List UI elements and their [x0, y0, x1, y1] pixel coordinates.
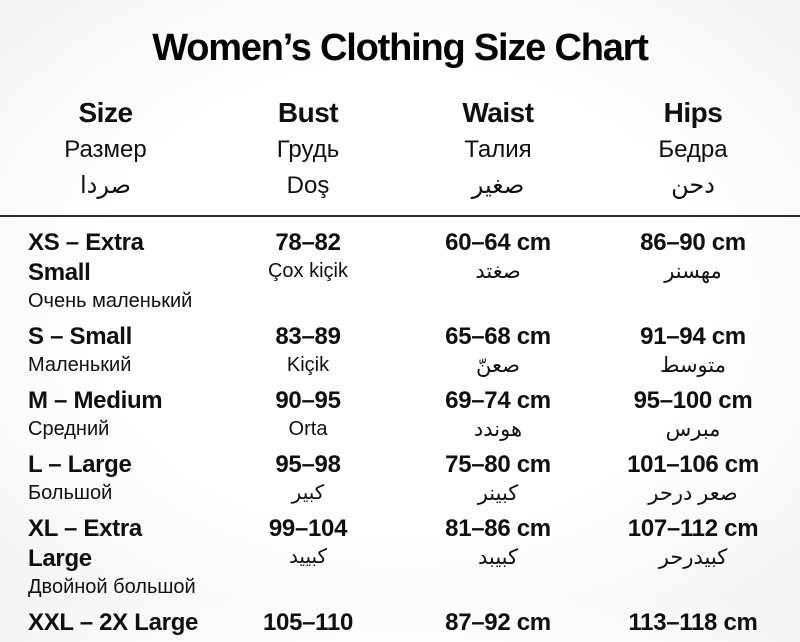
- bust-cell: 95–98 كبير: [208, 450, 408, 507]
- bust-cell: 105–110: [208, 608, 408, 638]
- waist-cell: 60–64 cm صغتد: [408, 228, 588, 315]
- column-header-bust: Bust Грудь Doş: [208, 94, 408, 204]
- size-cell: S – Small Маленький: [3, 322, 208, 379]
- bust-value: 95–98: [275, 451, 341, 478]
- hips-value: 107–112 cm: [627, 515, 759, 542]
- size-value: XL – Extra Large: [28, 515, 142, 572]
- waist-value: 69–74 cm: [445, 387, 551, 414]
- table-header-row: Size Размер صردا Bust Грудь Doş Waist Та…: [3, 94, 798, 204]
- size-value: XXL – 2X Large: [28, 609, 199, 636]
- bust-cell: 90–95 Orta: [208, 386, 408, 443]
- size-value: L – Large: [28, 451, 132, 478]
- size-cell: M – Medium Средний: [3, 386, 208, 443]
- table-body: XS – Extra Small Очень маленький 78–82 Ç…: [0, 225, 800, 642]
- waist-value: 87–92 cm: [445, 609, 551, 636]
- table-row: XL – Extra Large Двойной большой 99–104 …: [3, 511, 798, 605]
- header-hips-ar: دحن: [671, 172, 715, 199]
- waist-cell: 75–80 cm كبينر: [408, 450, 588, 507]
- bust-value: 105–110: [262, 609, 353, 636]
- waist-translation: صغتد: [475, 260, 521, 283]
- waist-translation: كبينر: [477, 482, 519, 505]
- bust-translation: كبير: [291, 482, 325, 504]
- column-header-size: Size Размер صردا: [3, 94, 208, 204]
- header-hips-en: Hips: [663, 97, 723, 128]
- size-value: S – Small: [28, 323, 133, 350]
- waist-translation: هوندد: [473, 418, 523, 441]
- bust-value: 83–89: [275, 323, 341, 350]
- hips-translation: كبيدرحر: [658, 546, 728, 569]
- hips-cell: 95–100 cm مبرس: [588, 386, 798, 443]
- table-row: L – Large Большой 95–98 كبير 75–80 cm كب…: [3, 447, 798, 511]
- size-cell: XL – Extra Large Двойной большой: [3, 514, 208, 601]
- bust-cell: 83–89 Kiçik: [208, 322, 408, 379]
- hips-cell: 107–112 cm كبيدرحر: [588, 514, 798, 601]
- bust-translation: Çox kiçik: [267, 260, 348, 282]
- header-waist-ru: Талия: [464, 136, 532, 163]
- bust-translation: Orta: [288, 418, 328, 440]
- waist-value: 81–86 cm: [445, 515, 551, 542]
- bust-translation: Kiçik: [286, 354, 330, 376]
- hips-value: 101–106 cm: [627, 451, 759, 478]
- size-value: XS – Extra Small: [28, 229, 144, 286]
- bust-value: 78–82: [275, 229, 341, 256]
- header-bust-en: Bust: [277, 97, 339, 128]
- waist-cell: 69–74 cm هوندد: [408, 386, 588, 443]
- size-translation: Средний: [28, 418, 110, 440]
- waist-cell: 65–68 cm صعنّ: [408, 322, 588, 379]
- size-translation: Двойной большой: [28, 576, 196, 598]
- hips-cell: 101–106 cm صعر درحر: [588, 450, 798, 507]
- bust-cell: 78–82 Çox kiçik: [208, 228, 408, 315]
- waist-translation: صعنّ: [476, 354, 520, 377]
- size-cell: XXL – 2X Large: [3, 608, 208, 638]
- column-header-hips: Hips Бедра دحن: [588, 94, 798, 204]
- hips-translation: صعر درحر: [648, 482, 738, 505]
- size-cell: L – Large Большой: [3, 450, 208, 507]
- hips-cell: 113–118 cm: [588, 608, 798, 638]
- header-size-en: Size: [78, 97, 133, 128]
- size-value: M – Medium: [28, 387, 163, 414]
- hips-value: 113–118 cm: [628, 609, 758, 636]
- header-size-ar: صردا: [80, 172, 131, 199]
- table-row: M – Medium Средний 90–95 Orta 69–74 cm ه…: [3, 383, 798, 447]
- waist-translation: كبيبد: [477, 546, 519, 569]
- header-size-ru: Размер: [64, 136, 147, 163]
- size-translation: Очень маленький: [28, 290, 193, 312]
- size-cell: XS – Extra Small Очень маленький: [3, 228, 208, 315]
- hips-cell: 86–90 cm مهسنر: [588, 228, 798, 315]
- table-row: XS – Extra Small Очень маленький 78–82 Ç…: [3, 225, 798, 319]
- header-waist-en: Waist: [462, 97, 534, 128]
- header-waist-ar: صغير: [471, 172, 525, 199]
- header-divider-line: [0, 215, 800, 217]
- table-row: XXL – 2X Large 105–110 87–92 cm 113–118 …: [3, 605, 798, 642]
- size-translation: Маленький: [28, 354, 132, 376]
- hips-value: 86–90 cm: [640, 229, 746, 256]
- hips-translation: متوسط: [660, 354, 726, 377]
- waist-value: 75–80 cm: [445, 451, 551, 478]
- bust-value: 90–95: [275, 387, 341, 414]
- header-bust-ru: Грудь: [276, 136, 340, 163]
- page-title: Women’s Clothing Size Chart: [152, 27, 649, 69]
- waist-value: 60–64 cm: [445, 229, 551, 256]
- hips-value: 91–94 cm: [640, 323, 746, 350]
- size-translation: Большой: [28, 482, 113, 504]
- hips-translation: مبرس: [665, 418, 721, 441]
- bust-translation: كبييد: [288, 546, 328, 568]
- header-bust-ar: Doş: [286, 172, 330, 199]
- waist-cell: 87–92 cm: [408, 608, 588, 638]
- header-hips-ru: Бедра: [658, 136, 728, 163]
- waist-cell: 81–86 cm كبيبد: [408, 514, 588, 601]
- waist-value: 65–68 cm: [445, 323, 551, 350]
- hips-cell: 91–94 cm متوسط: [588, 322, 798, 379]
- hips-value: 95–100 cm: [633, 387, 753, 414]
- column-header-waist: Waist Талия صغير: [408, 94, 588, 204]
- table-row: S – Small Маленький 83–89 Kiçik 65–68 cm…: [3, 319, 798, 383]
- bust-cell: 99–104 كبييد: [208, 514, 408, 601]
- bust-value: 99–104: [268, 515, 348, 542]
- size-chart-page: Women’s Clothing Size Chart Size Размер …: [0, 27, 800, 636]
- hips-translation: مهسنر: [664, 260, 722, 283]
